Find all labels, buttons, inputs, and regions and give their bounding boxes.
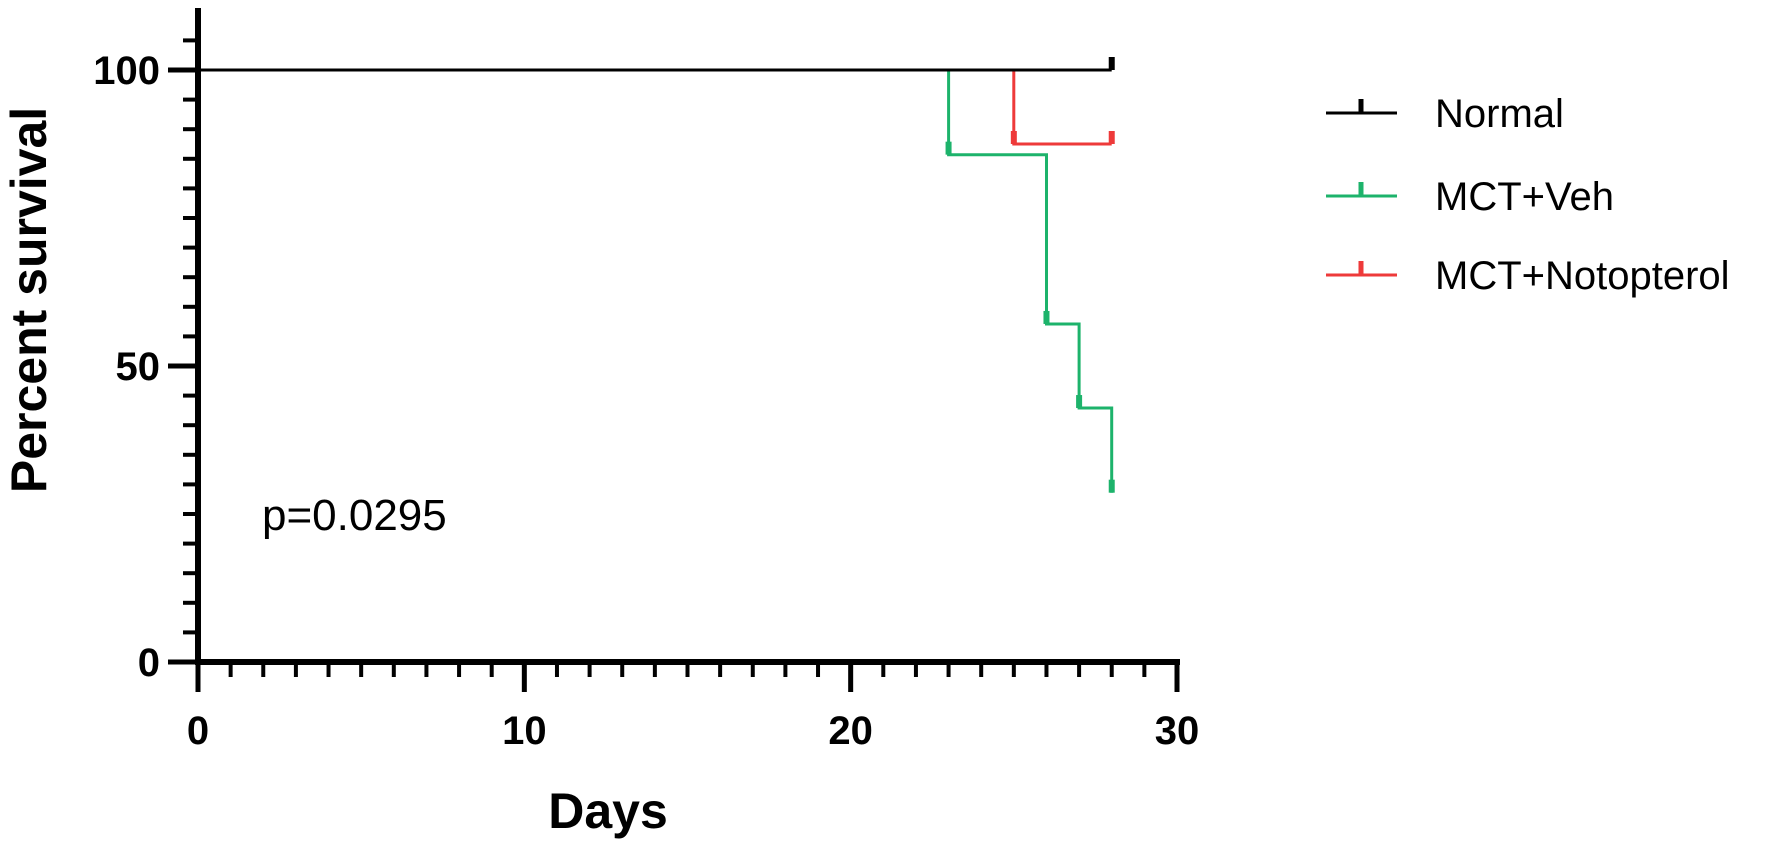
y-tick-label: 100 — [93, 49, 160, 93]
axes: 0 10 20 30 0 50 100 — [93, 8, 1199, 753]
legend-label: MCT+Veh — [1435, 175, 1614, 219]
x-tick-label: 30 — [1155, 709, 1200, 753]
legend: Normal MCT+Veh MCT+Notopterol — [1326, 92, 1730, 298]
y-tick-label: 50 — [116, 345, 161, 389]
series-line-mct-notopterol — [198, 68, 1112, 146]
x-tick-label: 0 — [187, 709, 209, 753]
series-layer — [198, 57, 1115, 493]
y-axis-title: Percent survival — [1, 107, 57, 493]
legend-label: MCT+Notopterol — [1435, 254, 1730, 298]
legend-label: Normal — [1435, 92, 1564, 136]
p-value-annotation: p=0.0295 — [262, 491, 447, 540]
x-tick-label: 10 — [502, 709, 547, 753]
y-tick-label: 0 — [138, 641, 160, 685]
x-tick-label: 20 — [828, 709, 873, 753]
series-line-mct-veh — [198, 68, 1114, 493]
x-axis-title: Days — [548, 783, 668, 839]
